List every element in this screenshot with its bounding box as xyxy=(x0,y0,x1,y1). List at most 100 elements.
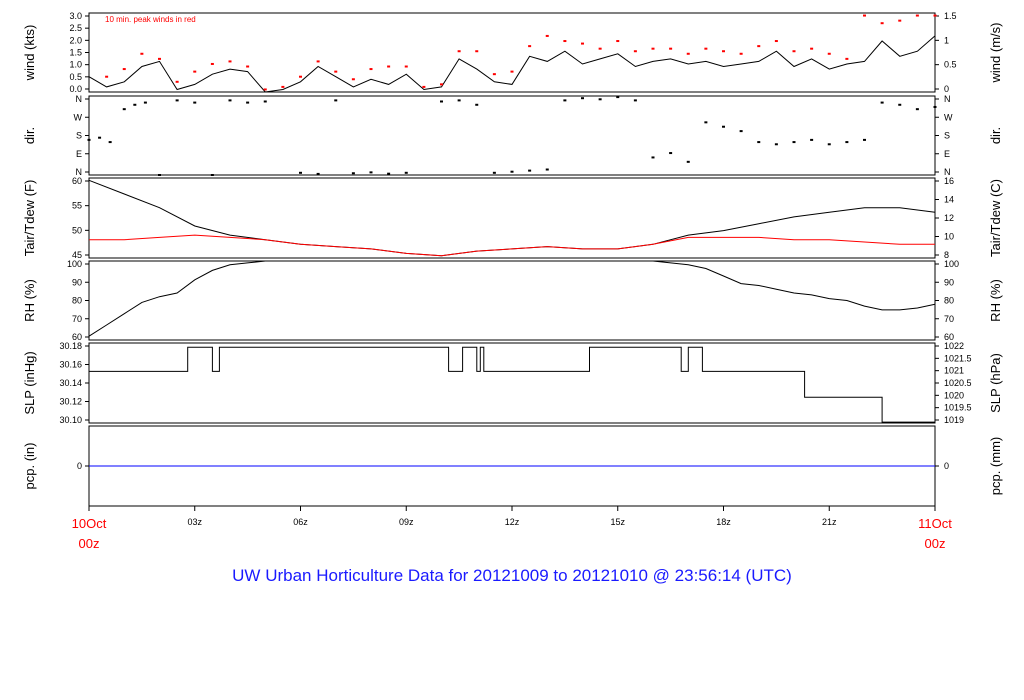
dir-point xyxy=(404,171,408,174)
wind-ytick-label-right: 1.5 xyxy=(944,11,957,21)
wind-point xyxy=(722,50,725,53)
slp-ytick-label-right: 1020 xyxy=(944,390,964,400)
temperature-ylabel-left: Tair/Tdew (F) xyxy=(22,180,37,257)
temperature-ytick-label-right: 8 xyxy=(944,250,949,260)
slp-ytick-label-left: 30.14 xyxy=(59,378,82,388)
dir-point xyxy=(898,103,902,106)
dir-point xyxy=(581,97,584,100)
dir-point xyxy=(175,99,179,102)
wind-point xyxy=(686,52,690,55)
dir-point xyxy=(633,99,637,102)
wind-ytick-label-left: 3.0 xyxy=(69,11,82,21)
temperature-ytick-label-right: 10 xyxy=(944,232,954,242)
dir-ytick-label-left: S xyxy=(76,131,82,141)
wind-point xyxy=(316,60,320,63)
wind-point xyxy=(545,34,549,37)
slp-frame xyxy=(88,342,936,424)
dir-point xyxy=(686,160,690,163)
dir-point xyxy=(845,141,849,144)
slp-ytick-label-left: 30.12 xyxy=(59,397,82,407)
wind-point xyxy=(457,50,461,53)
wind-point xyxy=(422,85,426,88)
dir-point xyxy=(334,99,338,102)
rh-ytick-label-left: 80 xyxy=(72,296,82,306)
wind-point xyxy=(774,40,778,43)
dir-ytick-label-left: N xyxy=(76,94,83,104)
slp-series-line xyxy=(89,346,935,423)
wind-point xyxy=(228,60,232,63)
wind-point xyxy=(281,85,285,88)
dir-point xyxy=(528,169,532,172)
wind-point xyxy=(792,50,796,53)
rh-ytick-label-right: 60 xyxy=(944,332,954,342)
wind-ytick-label-right: 0.5 xyxy=(944,60,957,70)
dir-point xyxy=(810,138,814,141)
dir-point xyxy=(722,125,725,128)
wind-point xyxy=(651,47,655,50)
x-tick-label: 03z xyxy=(187,517,202,527)
wind-point xyxy=(105,75,109,78)
wind-point xyxy=(827,52,831,55)
wind-ylabel-right: wind (m/s) xyxy=(988,23,1003,84)
wind-point xyxy=(880,22,884,25)
wind-point xyxy=(757,45,761,48)
rh-series-line xyxy=(88,260,936,337)
rh-ylabel-left: RH (%) xyxy=(22,279,37,322)
dir-point xyxy=(880,101,884,104)
rh-ytick-label-right: 80 xyxy=(944,296,954,306)
wind-point xyxy=(633,50,637,53)
x-start-label-hour: 00z xyxy=(79,536,100,551)
dir-point xyxy=(510,170,514,173)
wind-point xyxy=(510,70,514,73)
slp-ylabel-right: SLP (hPa) xyxy=(988,353,1003,413)
rh-ytick-label-right: 100 xyxy=(944,259,959,269)
wind-point xyxy=(122,68,126,71)
dir-ylabel-right: dir. xyxy=(988,127,1003,144)
wind-point xyxy=(175,80,179,83)
temperature-series-line xyxy=(89,234,935,257)
temperature-ytick-label-left: 55 xyxy=(72,201,82,211)
x-tick-label: 06z xyxy=(293,517,308,527)
wind-ytick-label-left: 2.5 xyxy=(69,23,82,33)
wind-point xyxy=(158,57,161,60)
slp-ytick-label-right: 1019.5 xyxy=(944,403,972,413)
x-tick-label: 15z xyxy=(610,517,625,527)
dir-point xyxy=(351,172,355,175)
dir-point xyxy=(863,138,866,141)
dir-point xyxy=(299,171,302,174)
pcp-ylabel-left: pcp. (in) xyxy=(22,443,37,490)
wind-point xyxy=(669,47,673,50)
wind-point xyxy=(404,65,408,68)
wind-point xyxy=(915,14,919,17)
wind-ytick-label-right: 0 xyxy=(944,84,949,94)
wind-ytick-label-left: 1.5 xyxy=(69,48,82,58)
dir-point xyxy=(457,99,461,102)
slp-ytick-label-right: 1021.5 xyxy=(944,353,972,363)
temperature-ylabel-right: Tair/Tdew (C) xyxy=(988,179,1003,257)
wind-ytick-label-left: 0.5 xyxy=(69,72,82,82)
dir-ytick-label-right: E xyxy=(944,149,950,159)
dir-ylabel-left: dir. xyxy=(22,127,37,144)
dir-point xyxy=(108,141,112,144)
temperature-ytick-label-left: 50 xyxy=(72,225,82,235)
wind-ytick-label-left: 2.0 xyxy=(69,35,82,45)
dir-ytick-label-left: E xyxy=(76,149,82,159)
dir-point xyxy=(669,152,673,155)
wind-point xyxy=(299,75,302,78)
dir-point xyxy=(133,103,137,106)
wind-point xyxy=(704,47,708,50)
slp-ytick-label-left: 30.18 xyxy=(59,341,82,351)
dir-ytick-label-right: S xyxy=(944,131,950,141)
slp-ytick-label-left: 30.16 xyxy=(59,360,82,370)
dir-point xyxy=(598,98,602,101)
rh-ytick-label-left: 100 xyxy=(67,259,82,269)
dir-point xyxy=(263,100,267,103)
dir-ytick-label-right: W xyxy=(944,112,953,122)
dir-point xyxy=(915,108,919,111)
x-tick-label: 09z xyxy=(399,517,414,527)
dir-point xyxy=(563,99,567,102)
pcp-ytick-label-left: 0 xyxy=(77,461,82,471)
dir-point xyxy=(387,172,391,175)
dir-point xyxy=(246,101,250,104)
wind-point xyxy=(863,14,866,17)
